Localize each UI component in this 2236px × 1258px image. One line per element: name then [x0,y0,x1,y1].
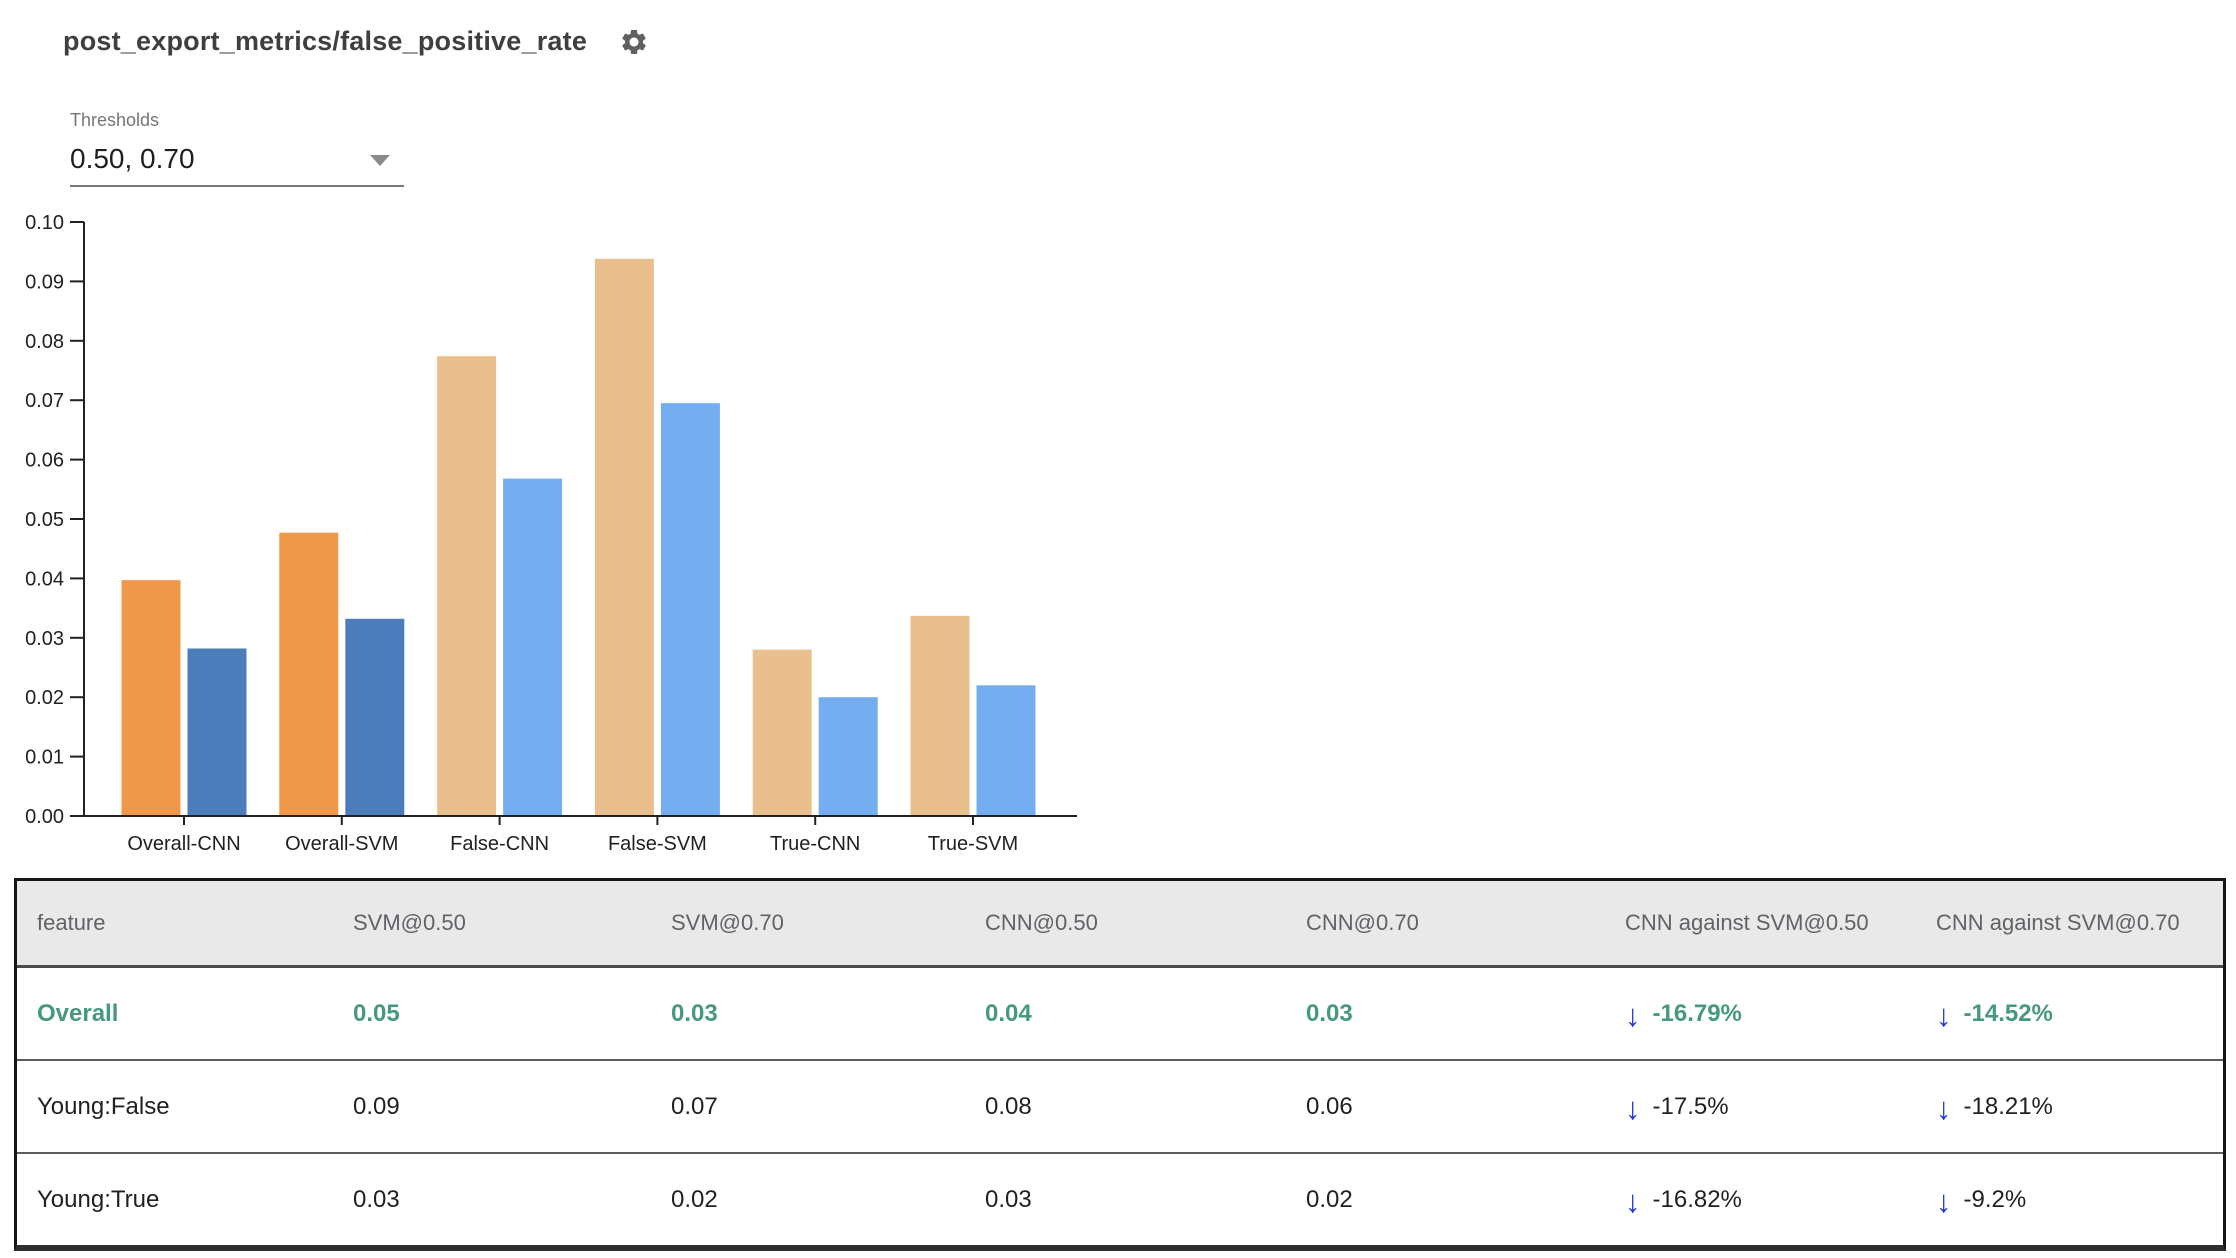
delta-value: -18.21% [1963,1092,2053,1120]
value-cell: 0.03 [353,1185,400,1213]
x-axis-category-label: Overall-CNN [127,833,240,855]
y-axis-tick-label: 0.07 [25,390,64,412]
page-title: post_export_metrics/false_positive_rate [63,26,588,56]
table-row-overall[interactable]: Overall 0.05 0.03 0.04 0.03 ↓ -16.79% ↓ -14.52% [17,968,2223,1061]
value-cell: 0.07 [671,1092,718,1120]
table-row-young-true[interactable]: Young:True 0.03 0.02 0.03 0.02 ↓ -16.82% ↓ -9.2% [17,1154,2223,1245]
delta-value: -9.2% [1963,1185,2027,1213]
table-header-cell: CNN@0.70 [1306,910,1419,935]
arrow-down-icon: ↓ [1625,1091,1641,1122]
x-axis-category-label: False-CNN [450,833,549,855]
delta-value: -16.82% [1652,1185,1742,1213]
y-axis-tick-label: 0.04 [25,568,64,590]
bar-True-CNN-threshold0.50 [752,649,812,816]
bar-Overall-CNN-threshold0.50 [121,580,181,816]
bar-False-CNN-threshold0.70 [503,478,563,816]
thresholds-dropdown[interactable]: Thresholds 0.50, 0.70 [70,110,404,187]
table-header-cell: CNN against SVM@0.50 [1625,910,1869,935]
value-cell: 0.06 [1306,1092,1353,1120]
bar-False-SVM-threshold0.70 [660,403,720,816]
value-cell: 0.08 [985,1092,1032,1120]
thresholds-value-row[interactable]: 0.50, 0.70 [70,143,404,187]
value-cell: 0.03 [985,1185,1032,1213]
y-axis-tick-label: 0.06 [25,450,64,472]
bar-False-SVM-threshold0.50 [594,258,654,816]
feature-cell: Young:True [37,1185,160,1213]
metrics-table: feature SVM@0.50 SVM@0.70 CNN@0.50 CNN@0.70 C… [14,878,2226,1251]
bar-True-SVM-threshold0.70 [976,685,1036,816]
bar-Overall-SVM-threshold0.70 [345,618,405,816]
x-axis-category-label: True-CNN [770,833,860,855]
y-axis-tick-label: 0.05 [25,509,64,531]
bar-True-CNN-threshold0.70 [818,697,878,816]
y-axis-tick-label: 0.10 [25,212,64,234]
chevron-down-icon [370,155,390,166]
value-cell: 0.04 [985,999,1032,1027]
delta-cell: ↓ -16.82% [1605,1184,1916,1216]
delta-cell: ↓ -18.21% [1916,1091,2223,1123]
value-cell: 0.09 [353,1092,400,1120]
arrow-down-icon: ↓ [1625,1184,1641,1215]
arrow-down-icon: ↓ [1625,998,1641,1029]
delta-value: -17.5% [1652,1092,1729,1120]
title-row: post_export_metrics/false_positive_rate [63,26,649,57]
y-axis-tick-label: 0.01 [25,747,64,769]
value-cell: 0.05 [353,999,400,1027]
delta-cell: ↓ -17.5% [1605,1091,1916,1123]
settings-gear-icon[interactable] [619,27,649,57]
delta-value: -14.52% [1963,999,2053,1027]
y-axis-tick-label: 0.02 [25,687,64,709]
arrow-down-icon: ↓ [1936,1091,1952,1122]
x-axis-category-label: False-SVM [608,833,707,855]
feature-cell: Overall [37,999,119,1027]
table-header-row: feature SVM@0.50 SVM@0.70 CNN@0.50 CNN@0.70 C… [17,881,2223,968]
arrow-down-icon: ↓ [1936,998,1952,1029]
table-header-cell: CNN against SVM@0.70 [1936,910,2180,935]
arrow-down-icon: ↓ [1936,1184,1952,1215]
value-cell: 0.02 [1306,1185,1353,1213]
value-cell: 0.03 [671,999,718,1027]
thresholds-label: Thresholds [70,110,160,130]
y-axis-tick-label: 0.08 [25,331,64,353]
x-axis-category-label: True-SVM [928,833,1018,855]
false-positive-rate-bar-chart: 0.00 0.01 0.02 0.03 0.04 0.05 0.06 0.07 0.08 0.09… [25,212,1077,855]
delta-cell: ↓ -14.52% [1916,998,2223,1030]
table-header-cell: SVM@0.70 [671,910,784,935]
delta-cell: ↓ -9.2% [1916,1184,2223,1216]
y-axis-tick-label: 0.09 [25,271,64,293]
bar-False-CNN-threshold0.50 [437,356,497,816]
bar-Overall-CNN-threshold0.70 [187,648,247,816]
y-axis-tick-label: 0.00 [25,806,64,828]
y-axis-tick-label: 0.03 [25,628,64,650]
delta-cell: ↓ -16.79% [1605,998,1916,1030]
table-header-cell: CNN@0.50 [985,910,1098,935]
value-cell: 0.03 [1306,999,1353,1027]
table-row-young-false[interactable]: Young:False 0.09 0.07 0.08 0.06 ↓ -17.5% ↓ -18.2… [17,1061,2223,1154]
value-cell: 0.02 [671,1185,718,1213]
table-header-cell: feature [37,910,106,935]
x-axis-category-label: Overall-SVM [285,833,398,855]
bar-Overall-SVM-threshold0.50 [279,532,339,816]
thresholds-selected-value: 0.50, 0.70 [70,143,195,174]
table-header-cell: SVM@0.50 [353,910,466,935]
feature-cell: Young:False [37,1092,170,1120]
bar-True-SVM-threshold0.50 [910,615,970,816]
delta-value: -16.79% [1652,999,1742,1027]
